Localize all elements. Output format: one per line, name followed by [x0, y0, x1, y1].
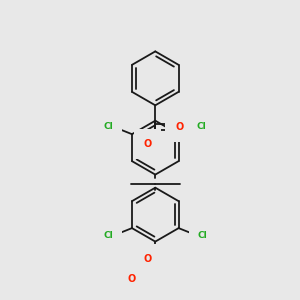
- Text: O: O: [127, 274, 136, 284]
- Text: O: O: [175, 122, 183, 132]
- Text: O: O: [143, 254, 152, 263]
- Text: Cl: Cl: [103, 231, 113, 240]
- Text: O: O: [143, 139, 152, 149]
- Text: Cl: Cl: [197, 122, 207, 131]
- Text: Cl: Cl: [103, 122, 113, 131]
- Text: Cl: Cl: [198, 231, 207, 240]
